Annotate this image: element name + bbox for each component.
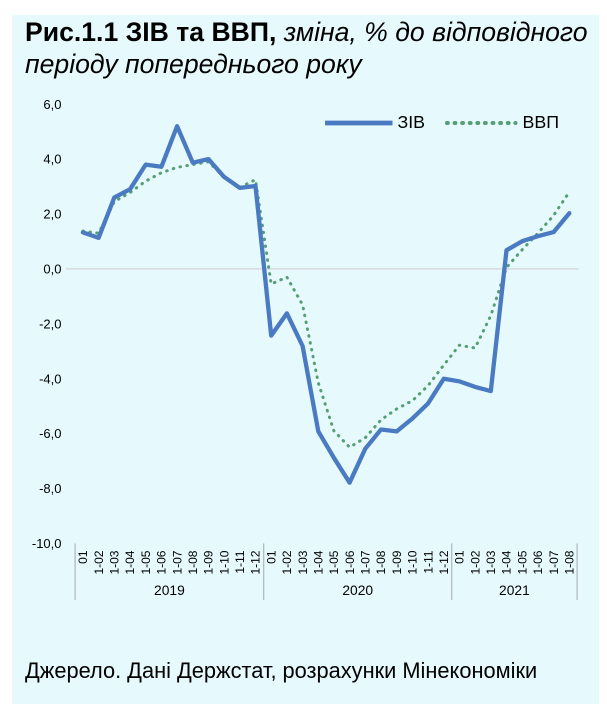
svg-text:1-08: 1-08	[563, 550, 577, 574]
svg-text:1-12: 1-12	[249, 550, 263, 574]
svg-text:1-07: 1-07	[359, 550, 373, 574]
svg-text:ЗІВ: ЗІВ	[398, 112, 426, 132]
svg-text:-2,0: -2,0	[39, 316, 61, 331]
svg-text:1-03: 1-03	[484, 550, 498, 574]
svg-text:1-06: 1-06	[343, 550, 357, 574]
svg-text:2020: 2020	[342, 583, 373, 598]
svg-text:-8,0: -8,0	[39, 481, 61, 496]
svg-text:4,0: 4,0	[43, 152, 61, 167]
svg-text:2,0: 2,0	[43, 207, 61, 222]
svg-text:1-05: 1-05	[515, 550, 529, 574]
svg-text:6,0: 6,0	[43, 97, 61, 112]
svg-text:1-08: 1-08	[374, 550, 388, 574]
svg-text:1-02: 1-02	[92, 550, 106, 574]
svg-text:-6,0: -6,0	[39, 426, 61, 441]
svg-text:-10,0: -10,0	[32, 536, 62, 551]
svg-text:1-07: 1-07	[170, 550, 184, 574]
svg-text:1-12: 1-12	[437, 550, 451, 574]
svg-text:1-08: 1-08	[186, 550, 200, 574]
svg-text:1-05: 1-05	[139, 550, 153, 574]
svg-text:1-07: 1-07	[547, 550, 561, 574]
svg-text:1-03: 1-03	[296, 550, 310, 574]
svg-text:1-11: 1-11	[421, 550, 435, 573]
svg-text:1-06: 1-06	[155, 550, 169, 574]
svg-text:1-06: 1-06	[531, 550, 545, 574]
svg-text:1-04: 1-04	[500, 550, 514, 574]
svg-text:1-10: 1-10	[406, 550, 420, 574]
svg-text:01: 01	[453, 550, 467, 564]
svg-text:ВВП: ВВП	[523, 112, 560, 132]
svg-text:1-02: 1-02	[468, 550, 482, 574]
svg-text:1-09: 1-09	[390, 550, 404, 574]
svg-text:1-02: 1-02	[280, 550, 294, 574]
svg-text:0,0: 0,0	[43, 262, 61, 277]
svg-text:2021: 2021	[499, 583, 530, 598]
svg-text:1-04: 1-04	[123, 550, 137, 574]
svg-text:1-09: 1-09	[202, 550, 216, 574]
svg-text:1-05: 1-05	[327, 550, 341, 574]
svg-text:1-11: 1-11	[233, 550, 247, 573]
svg-text:2019: 2019	[154, 583, 185, 598]
svg-text:1-10: 1-10	[217, 550, 231, 574]
svg-text:1-04: 1-04	[312, 550, 326, 574]
svg-text:01: 01	[264, 550, 278, 564]
svg-text:-4,0: -4,0	[39, 371, 61, 386]
svg-text:01: 01	[76, 550, 90, 564]
svg-text:1-03: 1-03	[108, 550, 122, 574]
